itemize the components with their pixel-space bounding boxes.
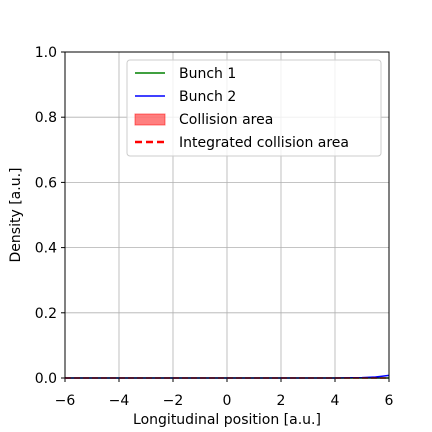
y-tick-label: 0.0 bbox=[35, 371, 57, 387]
y-tick-label: 0.4 bbox=[35, 241, 57, 257]
y-tick-label: 0.8 bbox=[35, 110, 57, 126]
legend-label: Collision area bbox=[179, 112, 273, 128]
legend: Bunch 1 Bunch 2 Collision area Integrated c… bbox=[126, 59, 382, 157]
x-tick-label: −2 bbox=[163, 393, 184, 409]
legend-swatch bbox=[134, 113, 166, 126]
legend-label: Bunch 2 bbox=[179, 89, 236, 105]
y-axis-label: Density [a.u.] bbox=[8, 168, 24, 263]
x-tick-label: −4 bbox=[109, 393, 130, 409]
x-tick-label: −6 bbox=[55, 393, 76, 409]
x-tick-label: 2 bbox=[277, 393, 286, 409]
y-tick-label: 0.6 bbox=[35, 175, 57, 191]
legend-label: Integrated collision area bbox=[179, 135, 349, 151]
x-tick-label: 0 bbox=[223, 393, 232, 409]
y-tick-label: 0.2 bbox=[35, 306, 57, 322]
x-tick-label: 6 bbox=[385, 393, 394, 409]
legend-box bbox=[126, 59, 382, 157]
axes-frame bbox=[64, 51, 390, 379]
legend-label: Bunch 1 bbox=[179, 66, 236, 82]
y-tick-label: 1.0 bbox=[35, 45, 57, 61]
x-axis-label: Longitudinal position [a.u.] bbox=[133, 412, 321, 428]
x-tick-label: 4 bbox=[331, 393, 340, 409]
